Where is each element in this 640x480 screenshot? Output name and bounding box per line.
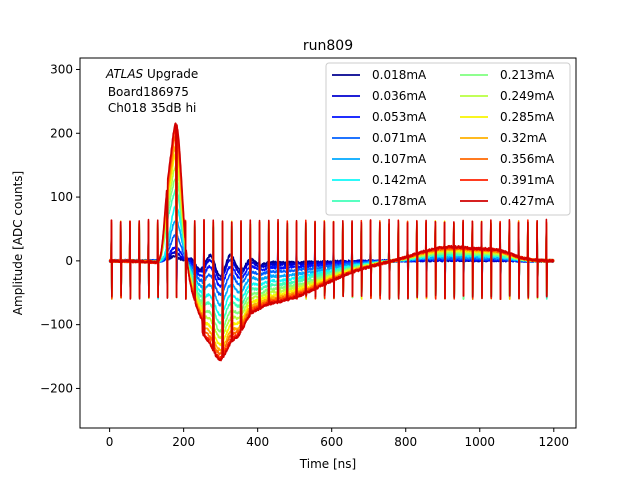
series-line-0.071mA [108, 224, 555, 300]
y-tick-label: −200 [40, 381, 73, 395]
y-tick-label: 200 [50, 126, 73, 140]
legend-label: 0.178mA [372, 194, 427, 208]
legend-label: 0.32mA [500, 131, 547, 145]
annotation-atlas: ATLAS [105, 67, 144, 81]
legend-label: 0.249mA [500, 89, 555, 103]
series-line-0.427mA [108, 122, 555, 362]
legend-label: 0.213mA [500, 68, 555, 82]
legend-label: 0.356mA [500, 152, 555, 166]
y-axis: −200 −100 0 100 200 300 [40, 62, 80, 395]
legend-label: 0.107mA [372, 152, 427, 166]
annotation-upgrade: Upgrade [143, 67, 198, 81]
legend-frame [325, 62, 571, 216]
annotation: ATLAS Upgrade Board186975 Ch018 35dB hi [104, 67, 198, 115]
legend: 0.018mA 0.036mA 0.053mA 0.071mA 0.107mA 0.142… [325, 62, 571, 216]
series-layer [108, 122, 555, 362]
y-tick-label: 0 [65, 254, 73, 268]
x-tick-label: 600 [320, 435, 343, 449]
x-tick-label: 200 [172, 435, 195, 449]
annotation-line-3: Ch018 35dB hi [104, 101, 196, 115]
legend-label: 0.142mA [372, 173, 427, 187]
legend-label: 0.071mA [372, 131, 427, 145]
annotation-line-2: Board186975 [104, 85, 189, 99]
x-axis: 0 200 400 600 800 1000 1200 [106, 428, 569, 449]
chart-title: run809 [303, 38, 353, 54]
legend-label: 0.427mA [500, 194, 555, 208]
plot-area-frame [79, 57, 577, 429]
x-tick-label: 1200 [539, 435, 570, 449]
y-axis-label: Amplitude [ADC counts] [11, 171, 25, 315]
y-tick-label: 100 [50, 190, 73, 204]
legend-label: 0.285mA [500, 110, 555, 124]
y-tick-label: 300 [50, 62, 73, 76]
annotation-line-1: ATLAS Upgrade [105, 67, 198, 81]
legend-label: 0.018mA [372, 68, 427, 82]
x-tick-label: 800 [394, 435, 417, 449]
x-tick-label: 400 [246, 435, 269, 449]
y-tick-label: −100 [40, 318, 73, 332]
x-axis-label: Time [ns] [299, 457, 356, 471]
legend-label: 0.391mA [500, 173, 555, 187]
x-tick-label: 1000 [464, 435, 495, 449]
legend-label: 0.053mA [372, 110, 427, 124]
legend-items: 0.018mA 0.036mA 0.053mA 0.071mA 0.107mA 0.142… [332, 68, 555, 208]
legend-label: 0.036mA [372, 89, 427, 103]
x-tick-label: 0 [106, 435, 114, 449]
